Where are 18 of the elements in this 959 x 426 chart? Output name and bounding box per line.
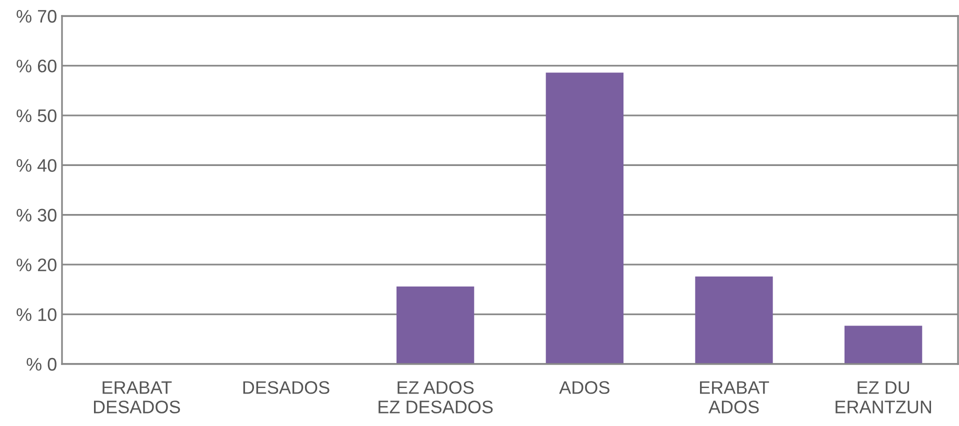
y-tick-label: % 10: [16, 308, 56, 322]
bar: [546, 72, 624, 364]
bar: [695, 276, 773, 364]
x-tick-label: ADOS: [559, 381, 610, 394]
x-tick-label: ERABAT ADOS: [700, 381, 770, 414]
y-tick-label: % 70: [16, 10, 56, 23]
x-tick-label: EZ DU ERANTZUN: [836, 381, 932, 414]
bar: [844, 326, 922, 364]
y-tick-label: % 60: [16, 60, 56, 72]
y-tick-label: % 20: [16, 258, 56, 272]
y-tick-label: % 0: [26, 358, 56, 371]
y-tick-label: % 40: [16, 159, 56, 172]
bar: [396, 286, 474, 364]
y-tick-label: % 30: [16, 208, 56, 222]
x-tick-label: EZ ADOS EZ DESADOS: [378, 381, 493, 414]
x-tick-label: ERABAT DESADOS: [94, 381, 180, 414]
x-tick-label: DESADOS: [243, 381, 330, 394]
y-tick-label: % 50: [16, 109, 56, 122]
